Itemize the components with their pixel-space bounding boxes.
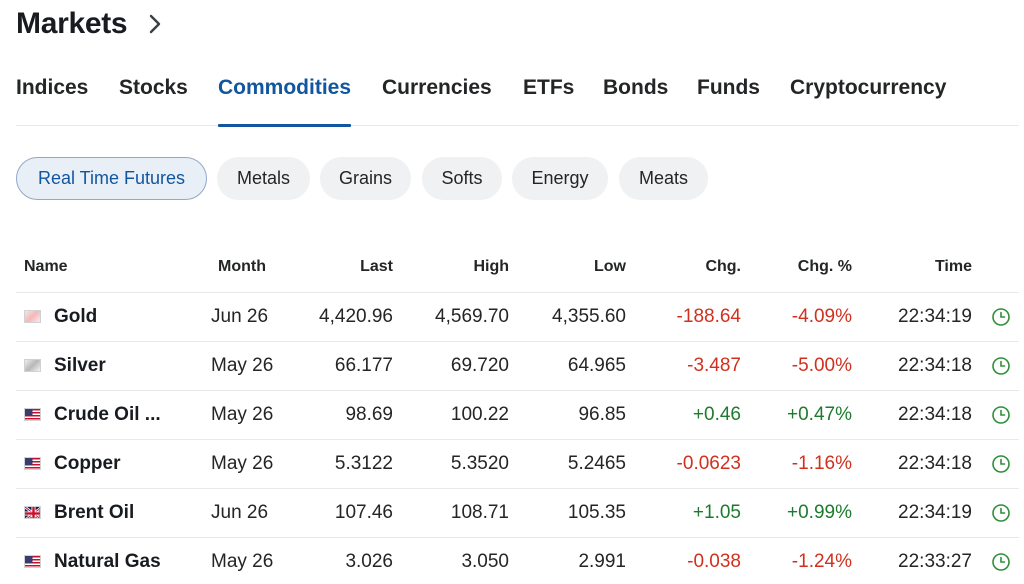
low-price: 64.965 bbox=[567, 355, 626, 376]
commodity-name[interactable]: Silver bbox=[54, 355, 106, 376]
update-time: 22:34:19 bbox=[898, 306, 972, 327]
tab-cryptocurrency[interactable]: Cryptocurrency bbox=[790, 76, 947, 99]
commodity-name[interactable]: Natural Gas bbox=[54, 551, 161, 572]
table-header: Name Month Last High Low Chg. Chg. % Tim… bbox=[16, 244, 1019, 293]
filter-grains[interactable]: Grains bbox=[320, 157, 411, 200]
change-value: -0.0623 bbox=[676, 453, 741, 474]
change-percent: -5.00% bbox=[791, 355, 852, 376]
commodity-name[interactable]: Copper bbox=[54, 453, 121, 474]
table-row[interactable]: Gold Jun 26 4,420.96 4,569.70 4,355.60 -… bbox=[16, 293, 1019, 342]
column-header-month[interactable]: Month bbox=[218, 258, 266, 275]
commodity-name[interactable]: Brent Oil bbox=[54, 502, 135, 523]
header: Markets bbox=[16, 4, 163, 44]
tab-indices[interactable]: Indices bbox=[16, 76, 89, 99]
change-percent: +0.99% bbox=[787, 502, 852, 523]
high-price: 69.720 bbox=[450, 355, 509, 376]
table-row[interactable]: Crude Oil ... May 26 98.69 100.22 96.85 … bbox=[16, 391, 1019, 440]
us-flag-icon bbox=[24, 555, 41, 568]
update-time: 22:34:18 bbox=[898, 355, 972, 376]
last-price: 66.177 bbox=[334, 355, 393, 376]
high-price: 3.050 bbox=[461, 551, 509, 572]
column-header-chg-pct[interactable]: Chg. % bbox=[797, 258, 852, 275]
contract-month: May 26 bbox=[211, 355, 274, 376]
filter-softs[interactable]: Softs bbox=[422, 157, 502, 200]
commodities-table: Name Month Last High Low Chg. Chg. % Tim… bbox=[16, 244, 1019, 584]
change-value: -0.038 bbox=[687, 551, 741, 572]
table-row[interactable]: Silver May 26 66.177 69.720 64.965 -3.48… bbox=[16, 342, 1019, 391]
column-header-last[interactable]: Last bbox=[360, 258, 393, 275]
commodity-name[interactable]: Gold bbox=[54, 306, 98, 327]
contract-month: Jun 26 bbox=[211, 306, 269, 327]
tab-stocks[interactable]: Stocks bbox=[119, 76, 188, 99]
column-header-time[interactable]: Time bbox=[934, 258, 972, 275]
update-time: 22:33:27 bbox=[898, 551, 972, 572]
clock-icon[interactable] bbox=[991, 307, 1011, 327]
us-flag-icon bbox=[24, 457, 41, 470]
change-value: -188.64 bbox=[676, 306, 741, 327]
clock-icon[interactable] bbox=[991, 454, 1011, 474]
tab-currencies[interactable]: Currencies bbox=[382, 76, 492, 99]
filter-real-time-futures[interactable]: Real Time Futures bbox=[16, 157, 207, 200]
clock-icon[interactable] bbox=[991, 405, 1011, 425]
high-price: 100.22 bbox=[450, 404, 509, 425]
last-price: 5.3122 bbox=[334, 453, 393, 474]
tab-commodities[interactable]: Commodities bbox=[218, 76, 352, 127]
commodity-name[interactable]: Crude Oil ... bbox=[54, 404, 161, 425]
last-price: 4,420.96 bbox=[319, 306, 393, 327]
last-price: 98.69 bbox=[345, 404, 393, 425]
update-time: 22:34:18 bbox=[898, 453, 972, 474]
contract-month: May 26 bbox=[211, 404, 274, 425]
high-price: 5.3520 bbox=[450, 453, 509, 474]
page-title[interactable]: Markets bbox=[16, 7, 128, 40]
filter-meats[interactable]: Meats bbox=[619, 157, 708, 200]
chevron-right-icon[interactable] bbox=[149, 14, 163, 34]
high-price: 4,569.70 bbox=[435, 306, 509, 327]
low-price: 5.2465 bbox=[567, 453, 626, 474]
column-header-name[interactable]: Name bbox=[24, 258, 68, 275]
filter-metals[interactable]: Metals bbox=[217, 157, 310, 200]
low-price: 105.35 bbox=[567, 502, 626, 523]
last-price: 3.026 bbox=[345, 551, 393, 572]
market-tabs: Indices Stocks Commodities Currencies ET… bbox=[16, 66, 1019, 127]
clock-icon[interactable] bbox=[991, 356, 1011, 376]
table-row[interactable]: Copper May 26 5.3122 5.3520 5.2465 -0.06… bbox=[16, 440, 1019, 489]
column-header-low[interactable]: Low bbox=[594, 258, 626, 275]
filter-energy[interactable]: Energy bbox=[512, 157, 608, 200]
last-price: 107.46 bbox=[334, 502, 393, 523]
column-header-chg[interactable]: Chg. bbox=[705, 258, 741, 275]
tab-etfs[interactable]: ETFs bbox=[523, 76, 575, 99]
change-percent: -1.16% bbox=[791, 453, 852, 474]
change-percent: +0.47% bbox=[787, 404, 852, 425]
clock-icon[interactable] bbox=[991, 503, 1011, 523]
us-flag-icon bbox=[24, 408, 41, 421]
change-value: +1.05 bbox=[692, 502, 741, 523]
tab-bonds[interactable]: Bonds bbox=[603, 76, 669, 99]
uk-flag-icon bbox=[24, 506, 41, 519]
high-price: 108.71 bbox=[450, 502, 509, 523]
low-price: 2.991 bbox=[578, 551, 626, 572]
change-value: +0.46 bbox=[692, 404, 741, 425]
clock-icon[interactable] bbox=[991, 552, 1011, 572]
contract-month: Jun 26 bbox=[211, 502, 269, 523]
change-value: -3.487 bbox=[687, 355, 741, 376]
contract-month: May 26 bbox=[211, 453, 274, 474]
update-time: 22:34:19 bbox=[898, 502, 972, 523]
silver-icon bbox=[24, 359, 41, 372]
contract-month: May 26 bbox=[211, 551, 274, 572]
table-row[interactable]: Natural Gas May 26 3.026 3.050 2.991 -0.… bbox=[16, 538, 1019, 584]
column-header-high[interactable]: High bbox=[473, 258, 509, 275]
gold-icon bbox=[24, 310, 41, 323]
low-price: 4,355.60 bbox=[552, 306, 626, 327]
change-percent: -4.09% bbox=[791, 306, 852, 327]
table-row[interactable]: Brent Oil Jun 26 107.46 108.71 105.35 +1… bbox=[16, 489, 1019, 538]
low-price: 96.85 bbox=[578, 404, 626, 425]
update-time: 22:34:18 bbox=[898, 404, 972, 425]
tab-funds[interactable]: Funds bbox=[697, 76, 760, 99]
change-percent: -1.24% bbox=[791, 551, 852, 572]
